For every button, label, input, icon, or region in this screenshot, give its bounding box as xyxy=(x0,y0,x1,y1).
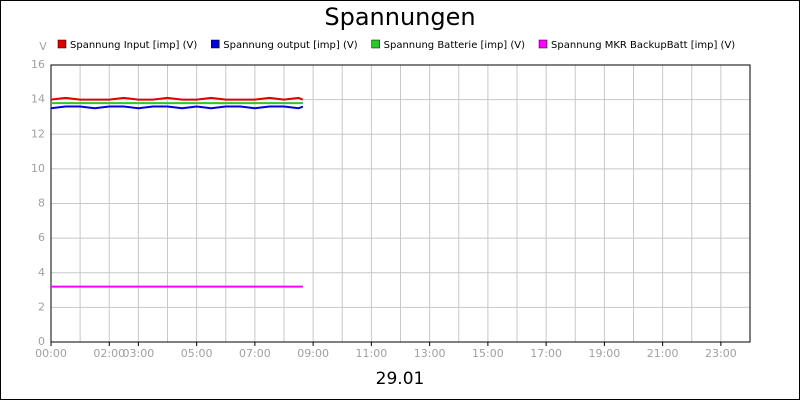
x-tick-label: 19:00 xyxy=(589,347,621,360)
x-tick-label: 02:00 xyxy=(93,347,125,360)
legend-label: Spannung Batterie [imp] (V) xyxy=(384,40,525,51)
legend-swatch xyxy=(538,39,548,49)
x-tick-label: 05:00 xyxy=(181,347,213,360)
plot-frame xyxy=(50,64,751,343)
y-tick-label: 8 xyxy=(38,197,45,210)
x-tick-label: 03:00 xyxy=(123,347,155,360)
y-tick-label: 10 xyxy=(31,162,45,175)
y-tick-label: 6 xyxy=(38,231,45,244)
y-tick-label: 14 xyxy=(31,93,45,106)
legend-swatch xyxy=(371,39,380,49)
x-tick-label: 15:00 xyxy=(472,347,504,360)
x-tick-label: 09:00 xyxy=(297,347,329,360)
legend-swatch xyxy=(57,39,67,49)
x-tick-label: 17:00 xyxy=(530,347,562,360)
y-tick-label: 16 xyxy=(31,58,45,71)
x-tick-label: 13:00 xyxy=(414,347,446,360)
x-tick-label: 00:00 xyxy=(35,347,67,360)
y-tick-label: 4 xyxy=(38,266,45,279)
y-tick-label: 12 xyxy=(31,127,45,140)
x-tick-label: 07:00 xyxy=(239,347,271,360)
series-line xyxy=(50,96,304,101)
x-tick-label: 23:00 xyxy=(705,347,737,360)
x-tick-label: 11:00 xyxy=(356,347,388,360)
chart-title: Spannungen xyxy=(324,3,475,31)
series-line xyxy=(50,105,304,110)
y-axis-label: V xyxy=(39,40,47,53)
y-tick-label: 2 xyxy=(38,300,45,313)
legend-swatch xyxy=(211,39,220,49)
legend-label: Spannung output [imp] (V) xyxy=(223,40,357,51)
legend-label: Spannung MKR BackupBatt [imp] (V) xyxy=(551,40,735,51)
legend-label: Spannung Input [imp] (V) xyxy=(70,40,197,51)
x-axis-label: 29.01 xyxy=(376,369,425,389)
x-tick-label: 21:00 xyxy=(647,347,679,360)
y-tick-label: 0 xyxy=(38,335,45,348)
